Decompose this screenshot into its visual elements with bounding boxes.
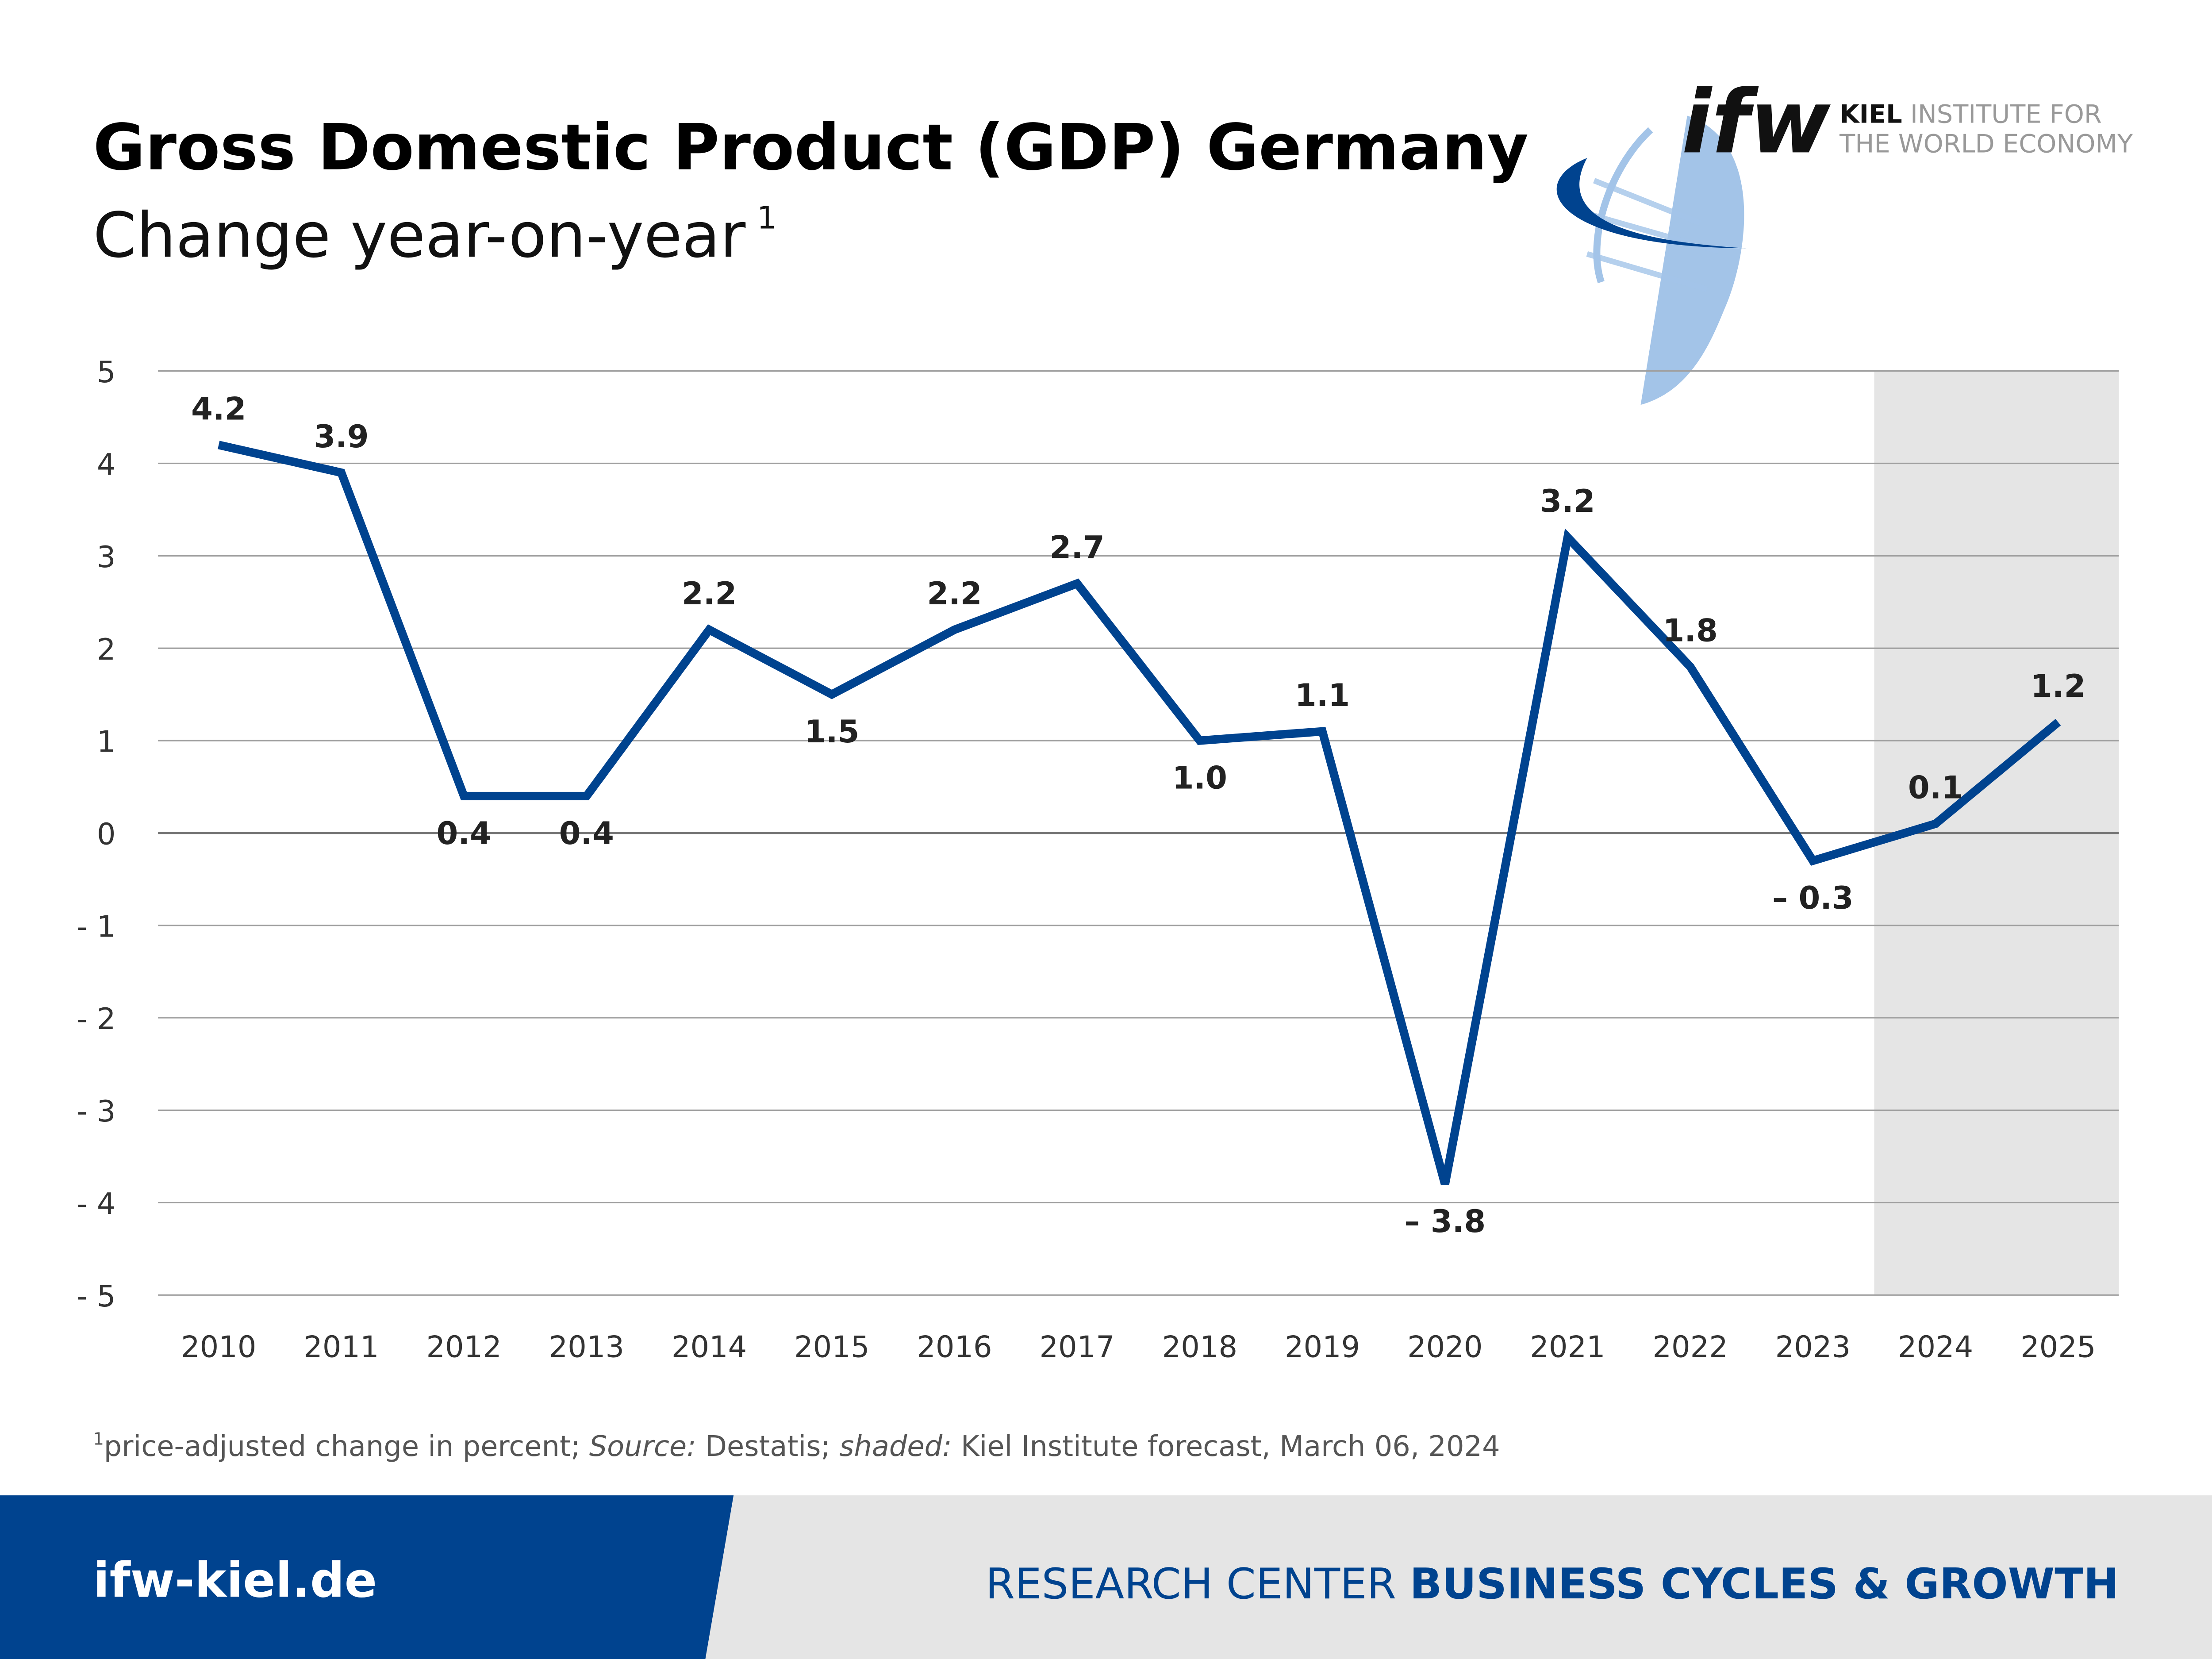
logo-line2: THE WORLD ECONOMY bbox=[1839, 129, 2133, 158]
footnote-text1: price-adjusted change in percent; bbox=[104, 1430, 589, 1463]
footnote-text3: Kiel Institute forecast, March 06, 2024 bbox=[952, 1430, 1500, 1463]
x-tick-label: 2020 bbox=[1407, 1330, 1482, 1364]
data-label: 0.4 bbox=[437, 815, 492, 852]
logo-institute: INSTITUTE FOR bbox=[1910, 99, 2102, 129]
x-tick-label: 2021 bbox=[1530, 1330, 1605, 1364]
gdp-series-line bbox=[218, 441, 2061, 1186]
footnote-shaded-label: shaded: bbox=[839, 1430, 952, 1463]
subtitle-footnote-mark: 1 bbox=[757, 200, 777, 236]
y-tick-label: - 5 bbox=[77, 1279, 115, 1313]
globe-icon bbox=[1640, 115, 1744, 405]
data-label: 1.2 bbox=[2031, 668, 2085, 704]
data-label: 4.2 bbox=[191, 391, 246, 427]
data-label: – 0.3 bbox=[1772, 880, 1854, 916]
x-tick-label: 2014 bbox=[672, 1330, 747, 1364]
chart-subtitle: Change year-on-year 1 bbox=[93, 200, 776, 272]
x-tick-label: 2018 bbox=[1162, 1330, 1237, 1364]
footnote-mark: 1 bbox=[93, 1429, 104, 1449]
x-tick-label: 2022 bbox=[1652, 1330, 1728, 1364]
data-label: 3.2 bbox=[1540, 483, 1595, 519]
data-point bbox=[1322, 731, 1323, 732]
y-tick-label: - 2 bbox=[77, 1002, 115, 1036]
x-tick-label: 2010 bbox=[181, 1330, 256, 1364]
data-label: 1.8 bbox=[1663, 613, 1718, 649]
data-label: 0.1 bbox=[1908, 770, 1963, 806]
footnote-text2: Destatis; bbox=[696, 1430, 840, 1463]
y-tick-label: - 4 bbox=[77, 1187, 115, 1221]
ifw-logo: ifw KIEL INSTITUTE FOR THE WORLD ECONOMY bbox=[1556, 71, 2133, 405]
x-tick-label: 2017 bbox=[1039, 1330, 1114, 1364]
y-tick-label: 0 bbox=[97, 817, 116, 851]
y-tick-label: 2 bbox=[97, 632, 116, 667]
y-tick-label: 1 bbox=[97, 725, 116, 759]
orbit-swoosh bbox=[1556, 158, 1747, 249]
data-point bbox=[1567, 537, 1568, 538]
data-label: – 3.8 bbox=[1404, 1203, 1486, 1240]
footer-research-center: RESEARCH CENTER BUSINESS CYCLES & GROWTH bbox=[986, 1559, 2119, 1609]
x-tick-label: 2024 bbox=[1898, 1330, 1973, 1364]
data-label: 3.9 bbox=[314, 419, 369, 455]
data-label: 1.5 bbox=[804, 714, 859, 750]
chart-title: Gross Domestic Product (GDP) Germany bbox=[93, 111, 1528, 184]
data-label: 1.0 bbox=[1172, 760, 1227, 796]
x-tick-label: 2015 bbox=[794, 1330, 869, 1364]
logo-line1: KIEL INSTITUTE FOR bbox=[1839, 99, 2102, 129]
x-tick-label: 2016 bbox=[917, 1330, 992, 1364]
x-tick-label: 2025 bbox=[2020, 1330, 2096, 1364]
x-tick-label: 2023 bbox=[1775, 1330, 1851, 1364]
footnote: 1price-adjusted change in percent; Sourc… bbox=[93, 1429, 1500, 1463]
x-tick-label: 2011 bbox=[303, 1330, 379, 1364]
logo-kiel: KIEL bbox=[1839, 99, 1902, 129]
footnote-source-label: Source: bbox=[589, 1430, 696, 1463]
data-label: 2.2 bbox=[927, 576, 982, 612]
footer-blue-band bbox=[0, 1495, 734, 1659]
y-tick-label: 4 bbox=[97, 447, 116, 482]
x-tick-label: 2013 bbox=[549, 1330, 624, 1364]
y-tick-label: - 1 bbox=[77, 909, 115, 944]
data-label: 2.7 bbox=[1050, 530, 1105, 566]
footer-website-link[interactable]: ifw-kiel.de bbox=[93, 1552, 377, 1609]
logo-wordmark: ifw bbox=[1682, 71, 1831, 173]
subtitle-text: Change year-on-year bbox=[93, 200, 745, 272]
x-tick-label: 2019 bbox=[1285, 1330, 1360, 1364]
research-center-label: RESEARCH CENTER bbox=[986, 1559, 1396, 1609]
x-tick-label: 2012 bbox=[426, 1330, 501, 1364]
research-center-name: BUSINESS CYCLES & GROWTH bbox=[1409, 1559, 2119, 1609]
y-tick-label: - 3 bbox=[77, 1094, 115, 1129]
data-point bbox=[341, 472, 342, 473]
y-tick-label: 3 bbox=[97, 540, 116, 574]
data-label: 0.4 bbox=[559, 815, 614, 852]
data-label: 1.1 bbox=[1295, 677, 1350, 714]
data-label: 2.2 bbox=[682, 576, 737, 612]
plot-area: 5 4 3 2 1 0 - 1 - 2 - 3 - 4 - 5 2010 2011 2012 2013 201… bbox=[77, 355, 2119, 1364]
y-tick-label: 5 bbox=[97, 355, 116, 389]
